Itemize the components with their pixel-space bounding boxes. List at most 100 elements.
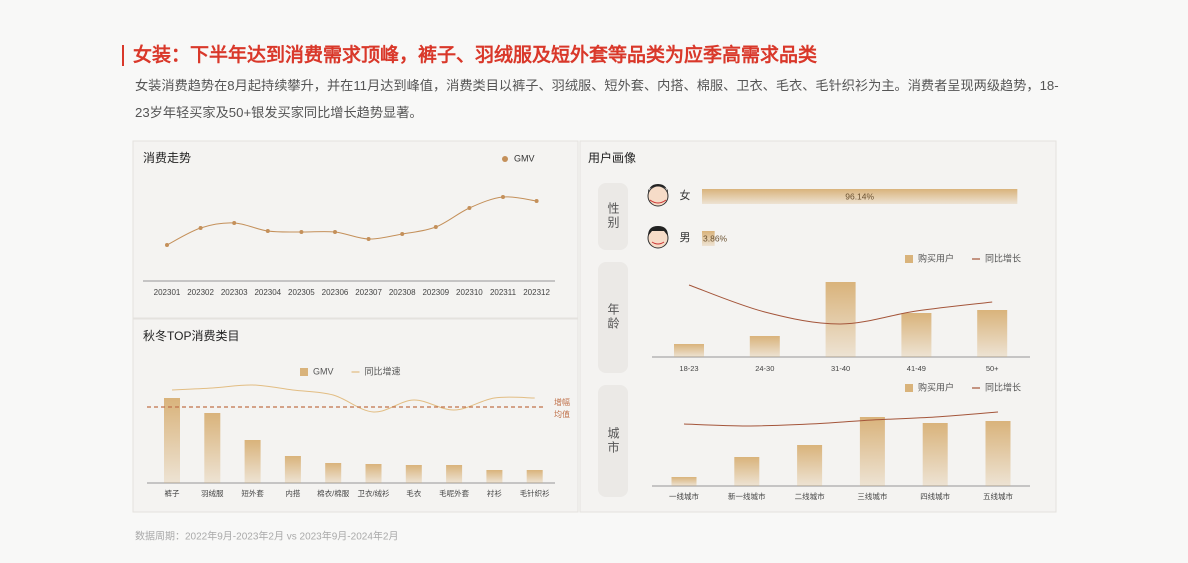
legend-swatch [300,368,308,376]
legend-label: 同比增长 [985,252,1021,263]
x-tick-label: 202301 [154,288,181,297]
legend-swatch [502,156,508,162]
x-tick-label: 二线城市 [795,491,825,501]
group-label: 性别 [606,202,620,230]
legend-label: 购买用户 [918,381,954,392]
line [171,384,535,413]
point [265,229,270,233]
x-tick-label: 短外套 [241,488,264,498]
avatar-male [647,226,669,249]
x-tick-label: 裤子 [165,488,180,498]
x-tick-label: 202307 [355,288,382,297]
bar [671,477,697,486]
footnote: 数据周期：2022年9月-2023年2月 vs 2023年9月-2024年2月 [135,530,398,543]
x-tick-label: 202311 [490,288,517,297]
legend-swatch [905,384,913,392]
bar [922,423,948,486]
bar [825,282,856,357]
x-tick-label: 18-23 [679,364,698,373]
x-tick-label: 202303 [221,288,248,297]
point [501,195,505,199]
category-label: 女 [680,188,691,202]
bar [486,470,503,483]
x-tick-label: 202309 [422,288,449,297]
x-tick-label: 四线城市 [920,491,950,501]
bar [204,413,221,483]
bar [365,464,382,483]
panel [132,140,579,319]
x-tick-label: 卫衣/绒衫 [357,488,390,498]
bar [244,440,261,483]
bar [977,310,1008,357]
point [534,199,539,203]
legend-swatch [905,255,913,263]
x-tick-label: 毛衣 [406,488,421,498]
bar [405,465,422,483]
x-tick-label: 羽绒服 [201,488,224,498]
bar [526,470,543,483]
x-tick-label: 202305 [288,288,315,297]
x-tick-label: 202310 [456,288,483,297]
point [299,230,304,234]
bar [702,231,715,246]
bar [859,417,885,486]
bar [674,344,704,357]
bar [325,463,342,483]
bar [702,189,1018,204]
x-tick-label: 衬衫 [487,488,502,498]
legend-label: GMV [313,366,334,376]
point [433,225,438,229]
x-tick-label: 新一线城市 [728,491,766,501]
bar [164,398,180,483]
group-label: 年龄 [606,303,620,331]
x-tick-label: 三线城市 [857,491,887,501]
chart-title: 秋冬TOP消费类目 [143,328,239,343]
bar [446,465,463,483]
point [366,237,371,241]
group-box [598,262,628,373]
point [165,243,169,247]
bar [734,457,760,486]
x-tick-label: 24-30 [755,364,774,373]
value-label: 3.86% [703,233,728,243]
point [467,206,472,210]
value-label: 96.14% [845,191,874,201]
x-tick-label: 202306 [322,288,349,297]
point [232,221,237,225]
x-tick-label: 棉衣/棉服 [317,488,350,498]
x-tick-label: 五线城市 [983,491,1013,501]
chart-title: 用户画像 [588,150,636,165]
point [400,232,405,236]
group-label: 城市 [606,427,620,455]
legend-label: 同比增长 [985,381,1021,392]
line [166,196,537,246]
avatar-female [647,184,669,207]
x-tick-label: 202304 [254,288,281,297]
x-tick-label: 50+ [986,364,999,373]
line [683,411,999,427]
group-box [598,183,628,250]
bar [901,313,932,357]
bar [284,456,301,483]
x-tick-label: 内搭 [285,488,300,498]
bar [797,445,823,486]
legend-label: 同比增速 [365,365,401,376]
bar [985,421,1011,486]
legend-label: 购买用户 [918,252,954,263]
x-tick-label: 41-49 [907,364,926,373]
group-box [598,385,628,497]
description: 女装消费趋势在8月起持续攀升，并在11月达到峰值，消费类目以裤子、羽绒服、短外套… [135,78,1059,120]
x-tick-label: 一线城市 [669,491,699,501]
category-label: 男 [680,232,691,244]
x-tick-label: 31-40 [831,364,850,373]
point [333,230,337,234]
chart-title: 消费走势 [143,151,191,165]
x-tick-label: 毛针织衫 [520,488,550,498]
point [198,226,203,230]
bar [749,336,780,357]
page-title: 女装：下半年达到消费需求顶峰，裤子、羽绒服及短外套等品类为应季高需求品类 [133,43,817,66]
reference-label: 增幅 [554,397,570,407]
legend-label: GMV [514,153,535,163]
